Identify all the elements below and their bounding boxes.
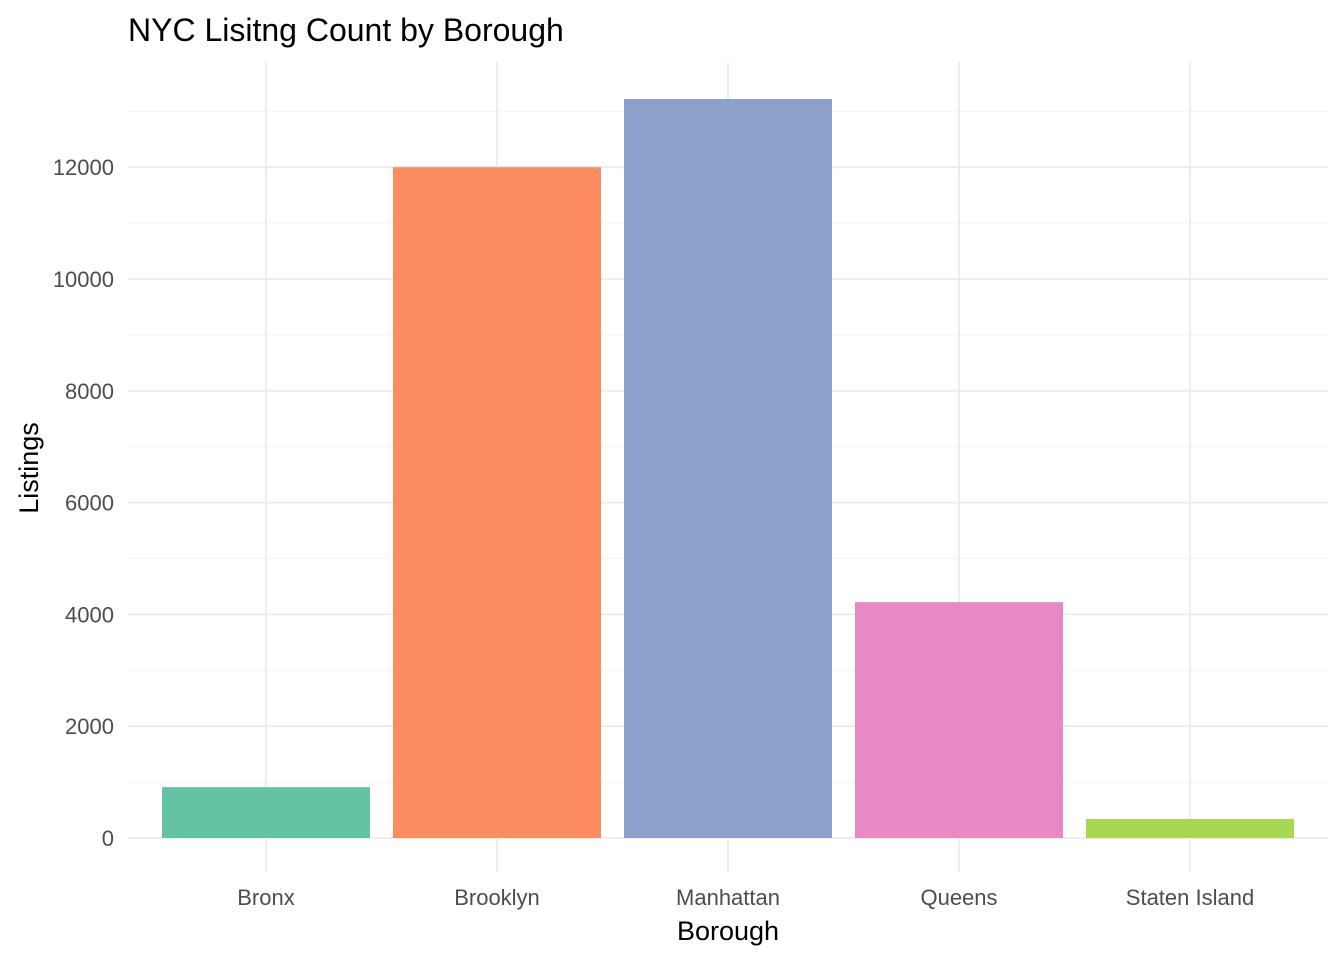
bar-queens: [855, 602, 1063, 838]
y-tick-label: 2000: [65, 714, 114, 739]
bar-brooklyn: [393, 167, 601, 838]
bar-staten-island: [1086, 818, 1294, 838]
x-axis-ticks: Bronx Brooklyn Manhattan Queens Staten Islan…: [237, 885, 1254, 910]
y-tick-label: 4000: [65, 602, 114, 627]
y-tick-label: 6000: [65, 491, 114, 516]
bar-bronx: [162, 787, 370, 838]
y-tick-label: 10000: [53, 267, 114, 292]
y-axis-title: Listings: [14, 422, 44, 514]
x-tick-label: Manhattan: [676, 885, 780, 910]
x-axis-title: Borough: [677, 916, 779, 946]
x-tick-label: Bronx: [237, 885, 294, 910]
bars: [162, 99, 1294, 838]
y-tick-label: 12000: [53, 155, 114, 180]
y-tick-label: 8000: [65, 379, 114, 404]
x-tick-label: Staten Island: [1126, 885, 1254, 910]
bar-manhattan: [624, 99, 832, 838]
x-tick-label: Brooklyn: [454, 885, 540, 910]
chart-title: NYC Lisitng Count by Borough: [128, 12, 564, 48]
x-tick-label: Queens: [920, 885, 997, 910]
y-axis-ticks: 0 2000 4000 6000 8000 10000 12000: [53, 155, 114, 851]
y-tick-label: 0: [102, 826, 114, 851]
